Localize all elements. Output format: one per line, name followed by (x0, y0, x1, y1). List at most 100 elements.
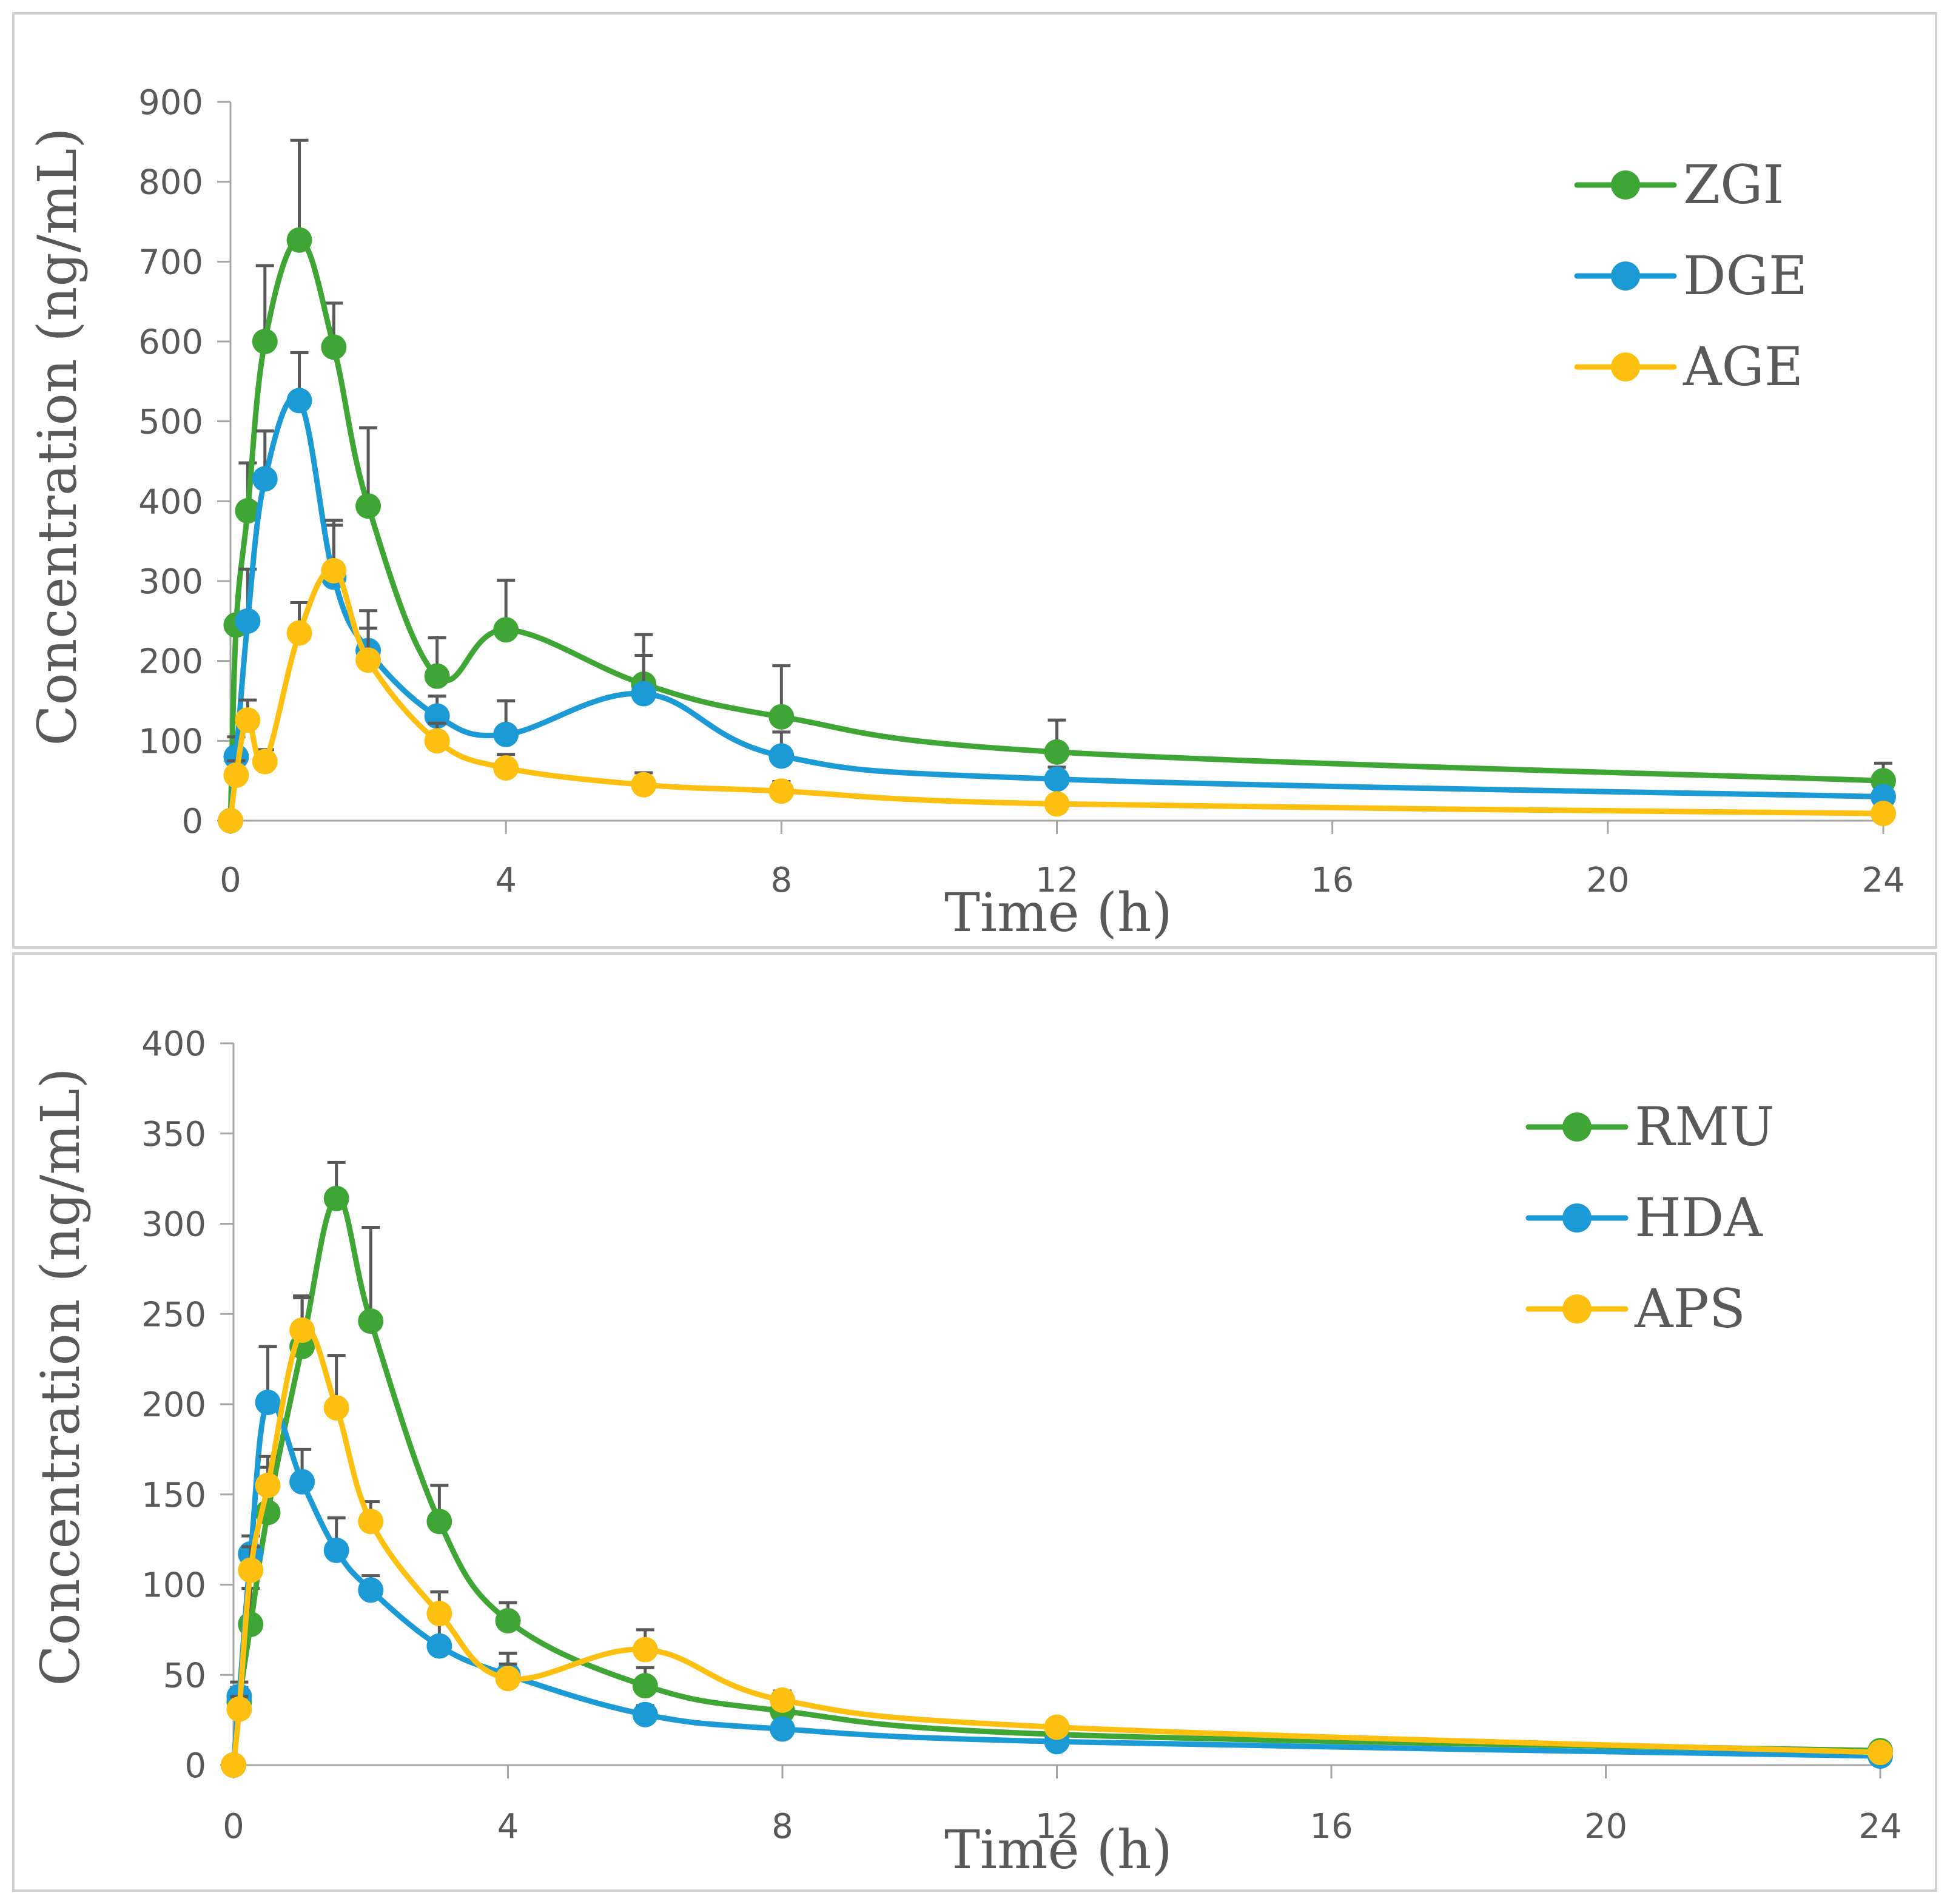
x-tick-label: 16 (1311, 861, 1354, 900)
data-point-dge (631, 681, 657, 707)
y-tick-label: 900 (138, 83, 203, 123)
data-point-zgi (286, 227, 312, 253)
data-point-aps (238, 1557, 264, 1583)
legend-swatch-marker (1611, 352, 1640, 382)
data-point-aps (632, 1637, 658, 1663)
y-tick-label: 800 (138, 163, 203, 203)
y-tick-label: 300 (138, 562, 203, 602)
x-tick-label: 8 (771, 861, 793, 900)
y-tick-label: 200 (141, 1385, 206, 1425)
data-point-zgi (1044, 739, 1070, 765)
data-point-zgi (252, 329, 278, 354)
legend-label: APS (1634, 1277, 1746, 1340)
data-point-hda (358, 1577, 384, 1603)
y-tick-label: 200 (138, 642, 203, 682)
data-point-age (235, 707, 261, 733)
data-point-zgi (768, 704, 795, 730)
data-point-rmu (358, 1308, 384, 1334)
legend-swatch-marker (1562, 1112, 1592, 1142)
legend-top: ZGI DGE AGE (1574, 153, 1807, 398)
data-point-aps (426, 1601, 452, 1627)
x-tick-label: 0 (220, 861, 241, 900)
data-point-age (1871, 801, 1896, 827)
data-point-hda (289, 1468, 315, 1495)
data-point-aps (495, 1666, 521, 1692)
legend-label: DGE (1683, 244, 1807, 307)
y-tick-label: 150 (141, 1476, 206, 1515)
x-axis-ticks-top: 0 4 8 12 16 20 24 (220, 821, 1905, 900)
chart-panel-bottom: 0 50 100 150 200 250 300 350 400 0 4 8 12 16 20 24 Tim… (12, 952, 1937, 1892)
data-point-zgi (424, 663, 450, 689)
data-point-age (321, 557, 347, 584)
y-tick-label: 400 (141, 1024, 206, 1064)
data-point-aps (221, 1752, 246, 1778)
x-axis-title-top: Time (h) (944, 881, 1172, 944)
data-point-age (286, 620, 312, 646)
data-point-age (355, 647, 382, 673)
series-line-zgi (227, 237, 1886, 824)
legend-item-zgi: ZGI (1574, 153, 1784, 216)
data-point-hda (632, 1701, 658, 1727)
y-tick-label: 50 (163, 1656, 206, 1695)
data-point-age (223, 762, 249, 788)
legend-label: ZGI (1683, 153, 1784, 216)
x-tick-label: 0 (223, 1807, 244, 1846)
x-tick-label: 8 (772, 1807, 793, 1846)
data-point-zgi (235, 498, 261, 524)
chart-frame-bottom (12, 952, 1937, 1892)
data-point-hda (323, 1537, 349, 1563)
y-axis-title-bottom: Concentration (ng/mL) (29, 1068, 92, 1686)
legend-item-rmu: RMU (1525, 1095, 1775, 1158)
x-tick-label: 16 (1310, 1807, 1353, 1846)
x-tick-label: 12 (1035, 1807, 1078, 1846)
data-point-aps (1044, 1714, 1070, 1740)
x-tick-label: 24 (1861, 861, 1905, 900)
data-point-aps (323, 1394, 349, 1421)
data-point-dge (235, 608, 261, 634)
data-point-hda (770, 1716, 795, 1742)
x-tick-label: 12 (1035, 861, 1078, 900)
data-point-age (1044, 791, 1070, 817)
series-line-hda (230, 1398, 1883, 1768)
y-tick-label: 400 (138, 482, 203, 522)
series-group-bottom (221, 1160, 1893, 1778)
y-axis-ticks-top: 0 100 200 300 400 500 600 700 800 900 (138, 83, 230, 841)
x-tick-label: 4 (495, 861, 517, 900)
legend-bottom: RMU HDA APS (1525, 1095, 1775, 1340)
x-tick-label: 20 (1584, 1807, 1627, 1846)
data-point-age (493, 755, 519, 781)
legend-label: AGE (1683, 335, 1803, 398)
data-point-aps (770, 1687, 795, 1713)
legend-swatch-marker (1611, 261, 1640, 291)
series-age (218, 519, 1896, 833)
x-tick-label: 20 (1586, 861, 1629, 900)
y-tick-label: 350 (141, 1115, 206, 1154)
legend-swatch-marker (1562, 1203, 1592, 1233)
data-point-dge (286, 388, 312, 414)
legend-item-dge: DGE (1574, 244, 1807, 307)
legend-item-age: AGE (1574, 335, 1803, 398)
y-tick-label: 600 (138, 323, 203, 362)
data-point-dge (768, 743, 795, 769)
data-point-dge (493, 721, 519, 747)
y-tick-label: 250 (141, 1295, 206, 1334)
y-tick-label: 100 (138, 722, 203, 761)
data-point-aps (358, 1509, 384, 1535)
legend-swatch-marker (1611, 170, 1640, 200)
y-tick-label: 700 (138, 243, 203, 282)
y-tick-label: 500 (138, 403, 203, 442)
y-tick-label: 0 (184, 1746, 206, 1786)
data-point-zgi (355, 493, 382, 519)
y-axis-ticks-bottom: 0 50 100 150 200 250 300 350 400 (141, 1024, 234, 1786)
data-point-zgi (493, 617, 519, 643)
data-point-zgi (321, 334, 347, 360)
y-tick-label: 300 (141, 1205, 206, 1245)
data-point-age (424, 728, 450, 754)
data-point-aps (1868, 1740, 1893, 1766)
data-point-aps (255, 1472, 281, 1498)
series-group-top (218, 138, 1896, 833)
y-tick-label: 0 (181, 802, 203, 841)
data-point-dge (252, 466, 278, 492)
x-tick-label: 4 (497, 1807, 519, 1846)
